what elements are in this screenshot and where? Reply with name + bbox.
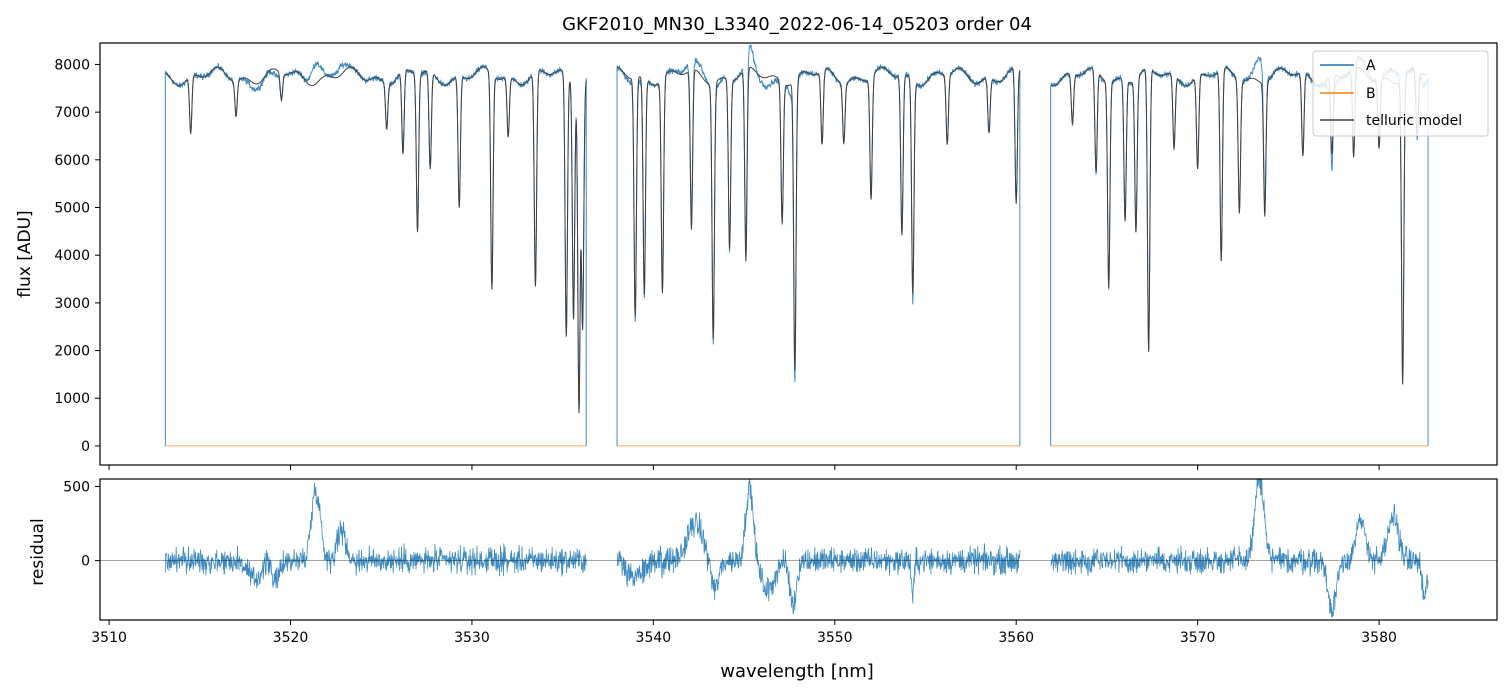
bottom-axes-frame — [99, 478, 1498, 621]
top-panel: 0 1000 2000 3000 4000 5000 6000 7000 8000 flux [… — [15, 42, 1498, 470]
residual-line — [616, 479, 1021, 615]
top-y-axis: 0 1000 2000 3000 4000 5000 6000 7000 8000 — [54, 57, 100, 455]
series-a-line — [164, 61, 587, 446]
bottom-plot-area — [100, 479, 1497, 618]
bottom-x-tick-label: 3530 — [454, 630, 490, 646]
top-y-tick-label: 8000 — [54, 57, 90, 73]
bottom-x-tick-label: 3550 — [817, 630, 853, 646]
top-plot-area — [164, 44, 1429, 447]
bottom-panel: 0 500 3510 3520 3530 3540 3550 3560 3570 3580 re… — [28, 478, 1498, 682]
legend-box — [1312, 50, 1489, 137]
top-y-tick-label: 7000 — [54, 105, 90, 121]
telluric-model-line — [616, 66, 1021, 371]
top-y-axis-label: flux [ADU] — [15, 210, 35, 297]
bottom-x-tick-label: 3540 — [636, 630, 672, 646]
legend-label-b: B — [1366, 86, 1376, 102]
residual-line — [164, 483, 587, 589]
telluric-model-line — [165, 66, 587, 414]
top-y-tick-label: 3000 — [54, 296, 90, 312]
bottom-x-tick-label: 3510 — [91, 630, 127, 646]
bottom-y-tick-label: 0 — [81, 554, 90, 570]
bottom-y-axis: 0 500 — [63, 479, 100, 570]
bottom-x-tick-label: 3560 — [998, 630, 1034, 646]
series-a-line — [616, 44, 1021, 446]
top-y-tick-label: 1000 — [54, 391, 90, 407]
top-x-axis — [108, 465, 1380, 470]
top-axes-frame — [99, 42, 1498, 466]
bottom-x-tick-label: 3570 — [1180, 630, 1216, 646]
legend-label-telluric: telluric model — [1366, 113, 1462, 129]
top-y-tick-label: 2000 — [54, 344, 90, 360]
bottom-x-tick-label: 3580 — [1361, 630, 1397, 646]
bottom-y-tick-label: 500 — [63, 479, 90, 495]
residual-line — [1050, 479, 1429, 618]
legend: A B telluric model — [1312, 50, 1489, 137]
bottom-y-axis-label: residual — [28, 518, 48, 585]
bottom-x-axis-label: wavelength [nm] — [720, 661, 874, 682]
chart-title: GKF2010_MN30_L3340_2022-06-14_05203 orde… — [562, 14, 1032, 35]
top-y-tick-label: 4000 — [54, 248, 90, 264]
bottom-x-axis: 3510 3520 3530 3540 3550 3560 3570 3580 — [91, 620, 1397, 646]
bottom-x-tick-label: 3520 — [273, 630, 309, 646]
legend-label-a: A — [1366, 58, 1376, 74]
top-y-tick-label: 6000 — [54, 153, 90, 169]
top-y-tick-label: 0 — [81, 439, 90, 455]
top-y-tick-label: 5000 — [54, 201, 90, 217]
